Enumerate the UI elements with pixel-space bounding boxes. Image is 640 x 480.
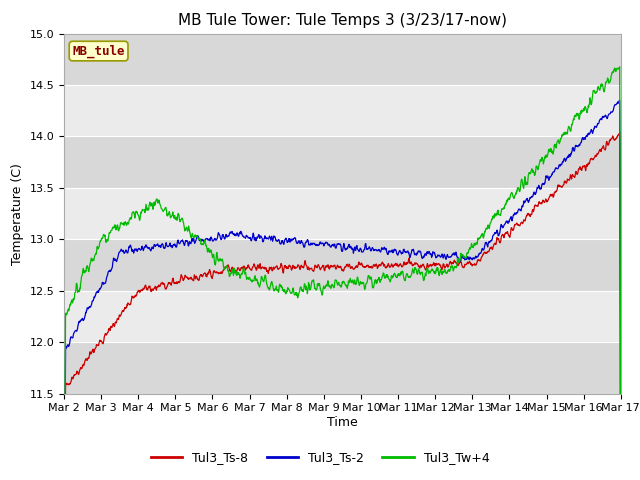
Bar	[64, 85, 621, 136]
Y-axis label: Temperature (C): Temperature (C)	[11, 163, 24, 264]
Text: MB_tule: MB_tule	[72, 44, 125, 58]
Bar	[64, 136, 621, 188]
Bar	[64, 188, 621, 240]
Bar	[64, 240, 621, 291]
X-axis label: Time: Time	[327, 416, 358, 429]
Bar	[64, 342, 621, 394]
Title: MB Tule Tower: Tule Temps 3 (3/23/17-now): MB Tule Tower: Tule Temps 3 (3/23/17-now…	[178, 13, 507, 28]
Legend: Tul3_Ts-8, Tul3_Ts-2, Tul3_Tw+4: Tul3_Ts-8, Tul3_Ts-2, Tul3_Tw+4	[145, 446, 495, 469]
Bar	[64, 291, 621, 342]
Bar	[64, 34, 621, 85]
